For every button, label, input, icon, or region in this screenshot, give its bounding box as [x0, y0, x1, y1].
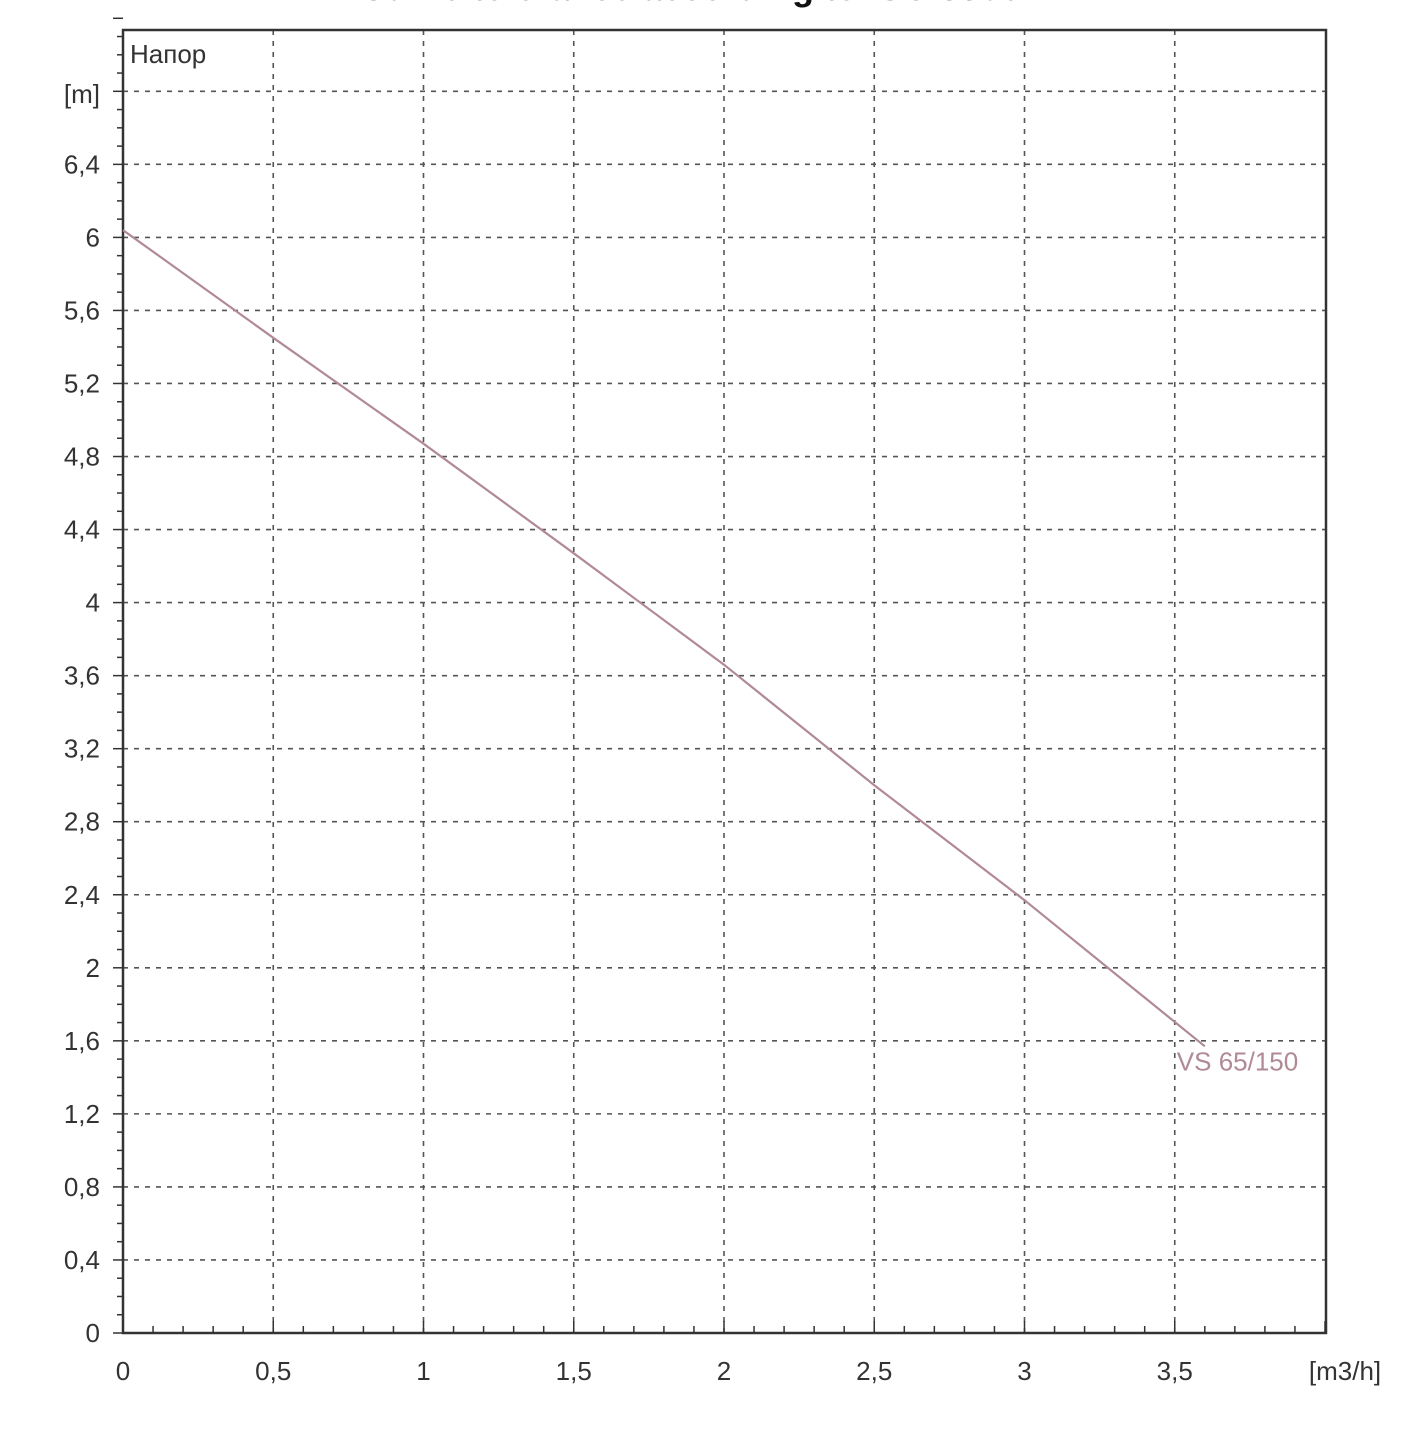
x-axis-unit: [m3/h] [1309, 1356, 1381, 1386]
y-tick-label: 3,2 [64, 734, 100, 764]
y-tick-label: 1,2 [64, 1099, 100, 1129]
y-axis-name: Напор [130, 39, 206, 69]
y-tick-label: 0,4 [64, 1245, 100, 1275]
y-axis-unit: [m] [64, 79, 100, 109]
y-tick-label: 5,2 [64, 368, 100, 398]
x-tick-label: 2 [717, 1356, 731, 1386]
major-ticks [113, 17, 1326, 1334]
y-tick-label: 0,8 [64, 1172, 100, 1202]
x-tick-label: 0,5 [255, 1356, 291, 1386]
series-line [122, 229, 1206, 1048]
x-tick-labels: 0 0,5 1 1,5 2 2,5 3 3,5 [116, 1356, 1193, 1386]
y-tick-labels: 0 0,4 0,8 1,2 1,6 2 2,4 2,8 3,2 3,6 4 4,4 4,8 5,2 5,6 6… [64, 149, 100, 1348]
y-tick-label: 5,6 [64, 295, 100, 325]
grid-lines [123, 30, 1326, 1333]
x-tick-label: 3 [1017, 1356, 1031, 1386]
y-tick-label: 2,8 [64, 807, 100, 837]
y-tick-label: 0 [86, 1318, 100, 1348]
minor-ticks [117, 35, 1296, 1333]
x-tick-label: 3,5 [1157, 1356, 1193, 1386]
y-tick-label: 3,6 [64, 661, 100, 691]
series-layer: VS 65/150 [122, 229, 1298, 1076]
y-tick-label: 6,4 [64, 149, 100, 179]
x-tick-label: 2,5 [856, 1356, 892, 1386]
y-tick-label: 2,4 [64, 880, 100, 910]
y-tick-label: 6 [86, 222, 100, 252]
y-tick-label: 1,6 [64, 1026, 100, 1056]
y-tick-label: 2 [86, 953, 100, 983]
chart-title: Curve tolerance according to ISO 9906 [360, 0, 1020, 8]
x-tick-label: 0 [116, 1356, 130, 1386]
y-tick-label: 4 [86, 588, 100, 618]
x-tick-label: 1 [416, 1356, 430, 1386]
series-label: VS 65/150 [1177, 1046, 1298, 1076]
y-tick-label: 4,8 [64, 442, 100, 472]
x-tick-label: 1,5 [556, 1356, 592, 1386]
y-tick-label: 4,4 [64, 515, 100, 545]
